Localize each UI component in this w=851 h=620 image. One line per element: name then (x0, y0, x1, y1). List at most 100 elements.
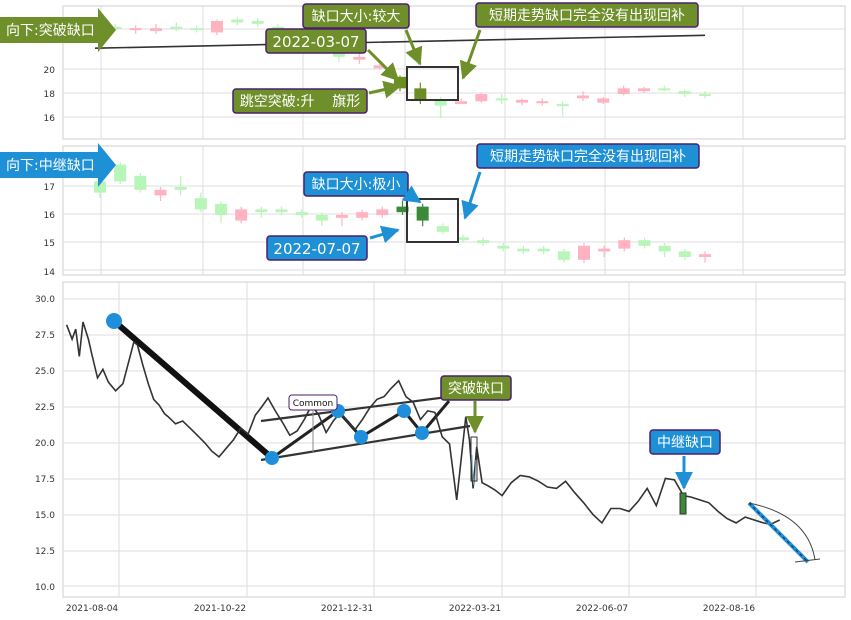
pivot-marker (106, 313, 122, 329)
flag-channel (260, 393, 471, 462)
candle-body (434, 99, 447, 106)
candle-body (598, 248, 611, 252)
candle-body (699, 94, 711, 97)
y-tick-label: 12.5 (35, 547, 55, 557)
y-tick-label: 17.5 (35, 475, 55, 485)
candle-body (536, 101, 549, 104)
mid-gap-size-arrow (401, 185, 422, 204)
y-tick-label: 30.0 (35, 295, 55, 305)
x-tick-label: 2021-08-04 (66, 604, 119, 614)
candle-body (134, 175, 147, 190)
candle-body (215, 203, 227, 215)
x-tick-label: 2022-06-07 (576, 604, 628, 614)
gap-size-arrow (404, 29, 423, 66)
candle-body (373, 65, 386, 69)
candle-body (396, 206, 409, 213)
breakaway-label-bg (440, 375, 512, 401)
y-tick-label: 15 (44, 239, 55, 249)
x-tick-label: 2021-10-22 (194, 604, 246, 614)
middle-candlestick-series (94, 161, 711, 263)
candle-body (516, 99, 528, 103)
runaway-gap-marker (679, 492, 687, 515)
pivot-marker (354, 430, 368, 444)
candle-body (618, 240, 631, 249)
candle-body (557, 251, 570, 260)
pattern-arrow (368, 80, 402, 99)
y-tick-label: 10.0 (35, 583, 55, 593)
downtrend-thick-line (112, 318, 274, 461)
pivot-marker (415, 426, 429, 440)
lower-panel-frame (62, 281, 846, 598)
mid-refill-arrow (461, 171, 482, 220)
y-tick-label: 18 (44, 90, 56, 100)
refill-label-bg (475, 2, 699, 28)
candle-body (154, 189, 167, 196)
candle-body (577, 95, 589, 99)
breakaway-label: 突破缺口 (448, 381, 504, 397)
candle-body (556, 104, 569, 107)
candle-body (129, 28, 142, 31)
gap-size-label-bg (302, 3, 410, 29)
candle-body (638, 88, 650, 92)
y-tick-label: 20 (44, 66, 56, 76)
refill-label: 短期走势缺口完全没有出现回补 (489, 7, 685, 24)
middle-panel-frame (62, 145, 846, 276)
mid-gap-date-label: 2022-07-07 (273, 240, 360, 258)
pattern-label-bg (232, 88, 368, 114)
middle-tag-arrow-bg (0, 143, 116, 187)
candle-body (376, 209, 389, 215)
down-trend-projection-dash (748, 502, 809, 563)
mid-refill-label-bg (476, 143, 700, 169)
lower-x-ticks: 2021-08-04 2021-10-22 2021-12-31 2022-03… (66, 604, 756, 614)
y-tick-label: 15.0 (35, 511, 55, 521)
projection-arc (748, 502, 816, 561)
y-tick-label: 20.0 (35, 439, 55, 449)
candle-body (353, 56, 366, 60)
y-tick-label: 27.5 (35, 331, 55, 341)
candle-body (497, 245, 510, 249)
candle-body (517, 248, 530, 252)
lower-y-ticks: 30.0 27.5 25.0 22.5 20.0 17.5 15.0 12.5 … (35, 295, 55, 593)
candle-body (658, 245, 671, 252)
channel-lower-line (260, 424, 471, 462)
candle-body (495, 98, 508, 101)
middle-y-ticks: 17 16 15 14 (44, 183, 56, 278)
mid-gap-date-arrow (369, 225, 400, 244)
candle-body (150, 28, 162, 31)
candle-body (678, 91, 691, 95)
candle-body (416, 206, 429, 221)
candle-body (255, 209, 268, 213)
y-tick-label: 16 (44, 114, 56, 124)
x-tick-label: 2021-12-31 (321, 604, 373, 614)
upper-panel-frame (62, 5, 846, 140)
candle-body (109, 26, 122, 29)
mid-refill-label: 短期走势缺口完全没有出现回补 (490, 148, 686, 165)
candle-body (658, 88, 671, 91)
runaway-label: 中继缺口 (657, 435, 713, 451)
pivot-marker (397, 404, 411, 418)
candle-body (678, 251, 691, 257)
common-gap-tag: Common (293, 399, 334, 409)
breakaway-gap-marker (470, 436, 478, 482)
pivot-markers (106, 313, 429, 465)
projection-end-tick (794, 558, 821, 563)
candle-body (477, 240, 490, 243)
mid-gap-size-label: 缺口大小:极小 (312, 177, 401, 193)
candle-body (170, 26, 183, 29)
y-tick-label: 17 (44, 183, 55, 193)
gap-size-label: 缺口大小:较大 (312, 9, 401, 25)
candle-body (295, 212, 308, 215)
upper-grid (63, 6, 845, 139)
candle-body (475, 94, 488, 102)
candle-body (231, 19, 244, 23)
candle-body (235, 209, 248, 221)
pattern-label: 跳空突破:升 旗形 (240, 94, 361, 110)
candle-body (638, 240, 651, 246)
middle-gap-box (406, 198, 459, 243)
candle-body (251, 20, 264, 24)
candle-body (699, 254, 711, 257)
candle-body (578, 245, 590, 260)
candle-body (174, 187, 187, 190)
channel-upper-line (260, 393, 464, 423)
